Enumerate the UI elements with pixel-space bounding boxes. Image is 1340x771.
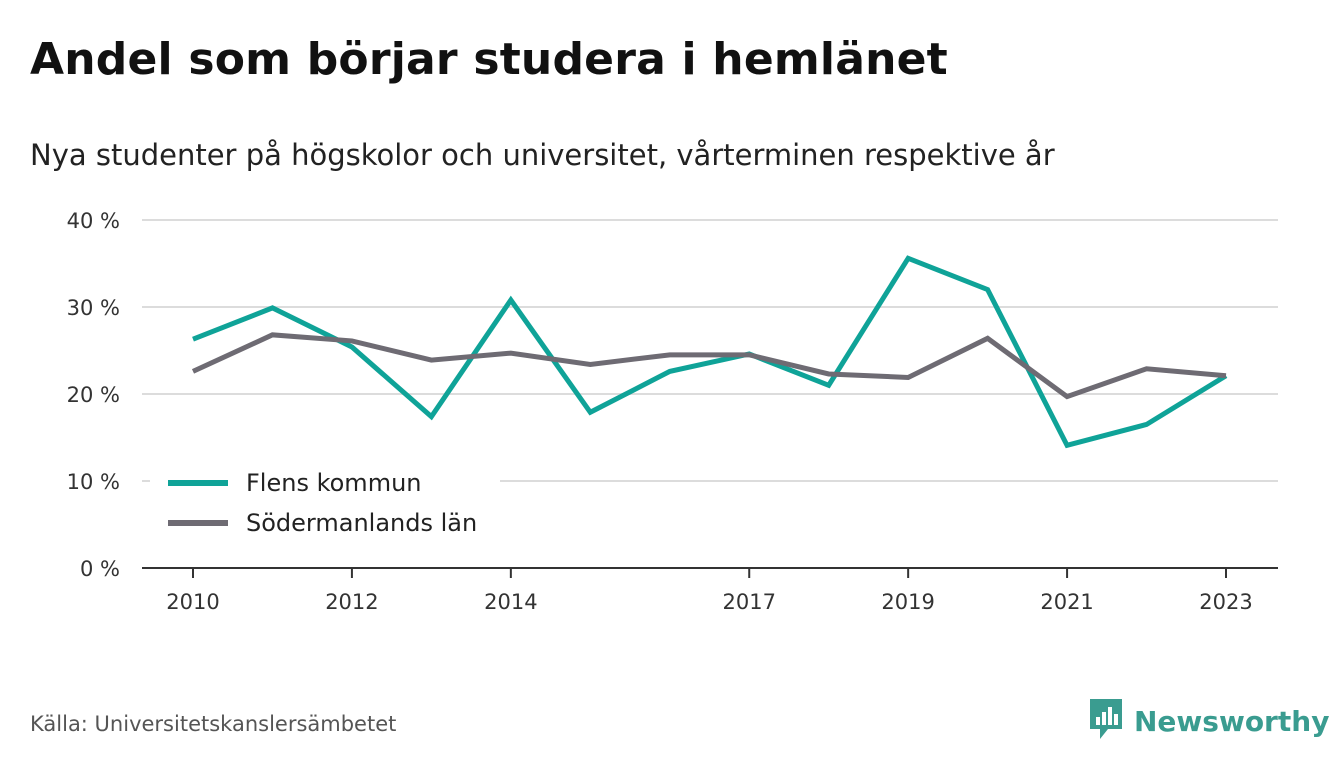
y-axis-ticks: 0 % 10 % 20 % 30 % 40 %	[67, 209, 120, 581]
brand-name: Newsworthy	[1134, 704, 1330, 738]
y-tick-label: 10 %	[67, 470, 120, 494]
brand-logo: Newsworthy	[1088, 697, 1329, 745]
series-line-flens-kommun	[192, 255, 1228, 449]
y-tick-label: 30 %	[67, 296, 120, 320]
y-tick-label: 20 %	[67, 383, 120, 407]
legend-background	[150, 455, 500, 555]
source-note: Källa: Universitetskanslersämbetet	[30, 712, 397, 736]
x-tick-label: 2023	[1199, 590, 1252, 614]
legend-label: Södermanlands län	[246, 509, 477, 537]
series-line-sodermanlands-lan	[191, 332, 1227, 400]
series-lines	[191, 255, 1228, 449]
x-tick-label: 2017	[723, 590, 776, 614]
x-tick-label: 2021	[1040, 590, 1093, 614]
y-tick-label: 0 %	[80, 557, 120, 581]
legend-label: Flens kommun	[246, 469, 422, 497]
x-tick-label: 2014	[484, 590, 537, 614]
x-tick-label: 2010	[166, 590, 219, 614]
y-tick-label: 40 %	[67, 209, 120, 233]
line-chart: 0 % 10 % 20 % 30 % 40 % 2010 2012 2014 2017 2019…	[67, 209, 1278, 614]
x-tick-label: 2019	[881, 590, 934, 614]
x-tick-label: 2012	[325, 590, 378, 614]
x-axis: 2010 2012 2014 2017 2019 2021 2023	[142, 567, 1278, 614]
gridlines	[142, 219, 1278, 482]
newsworthy-logo-icon	[1088, 697, 1124, 745]
chart-subtitle: Nya studenter på högskolor och universit…	[30, 138, 1055, 172]
chart-title: Andel som börjar studera i hemlänet	[30, 34, 948, 85]
legend: Flens kommun Södermanlands län	[150, 455, 500, 555]
